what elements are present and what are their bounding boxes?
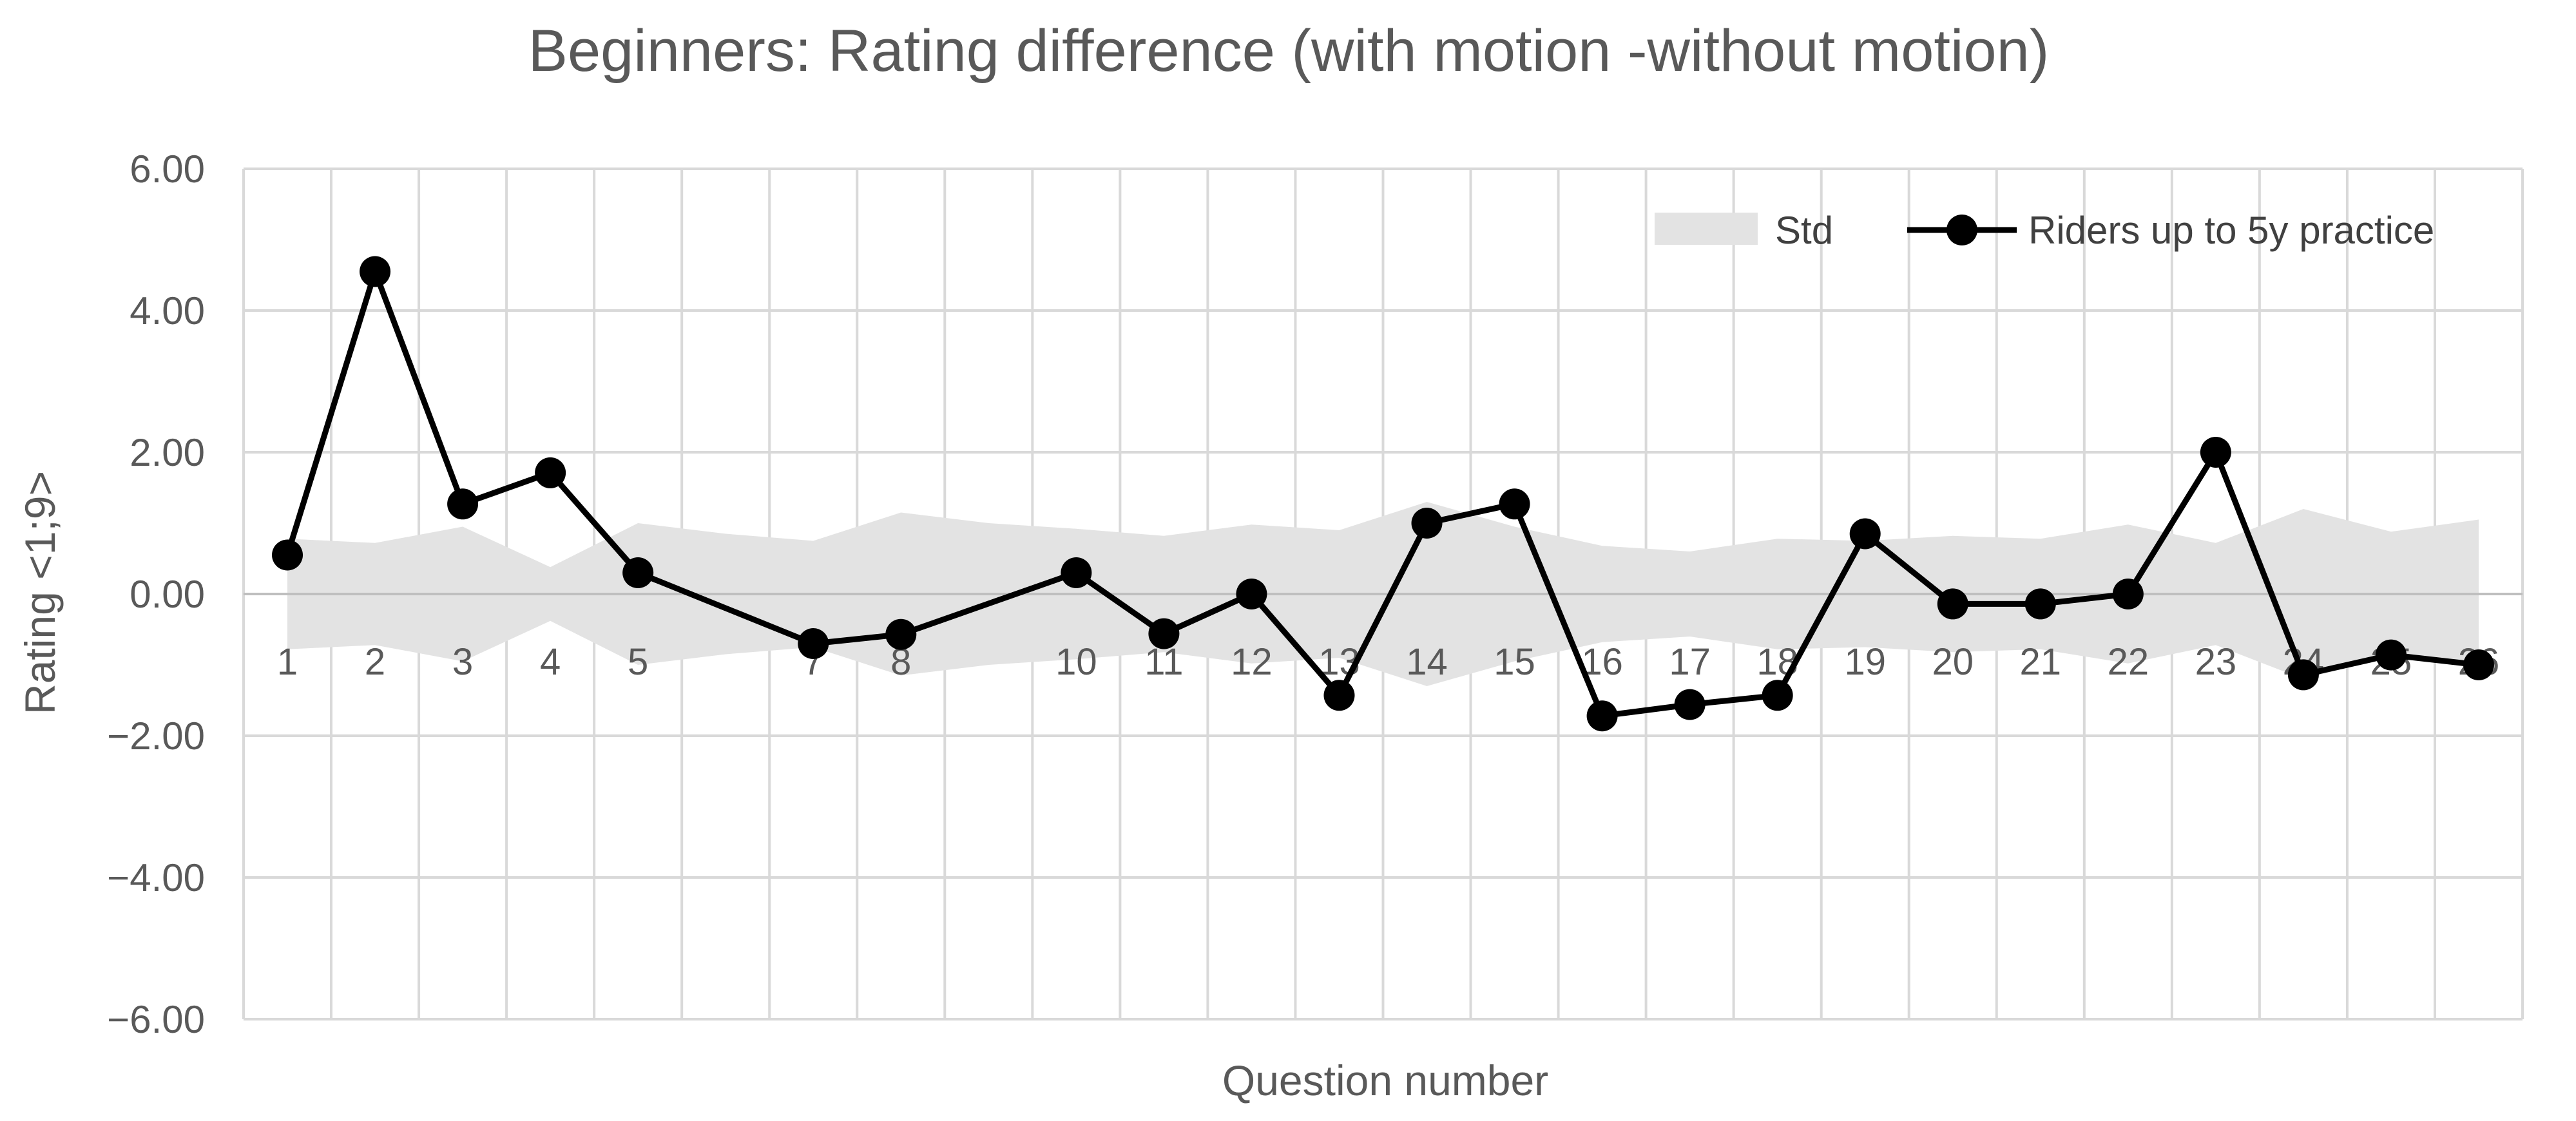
series-point — [447, 488, 479, 520]
series-point — [1849, 518, 1881, 550]
series-point — [2463, 649, 2494, 680]
y-tick-label: 6.00 — [130, 148, 205, 191]
y-tick-label: −4.00 — [107, 856, 205, 899]
series-point — [1674, 689, 1706, 720]
chart-title: Beginners: Rating difference (with motio… — [528, 18, 2050, 84]
y-tick-label: 4.00 — [130, 289, 205, 332]
y-tick-label: −6.00 — [107, 998, 205, 1041]
x-tick-label: 17 — [1669, 641, 1711, 683]
series-point — [1586, 700, 1618, 732]
y-tick-label: −2.00 — [107, 714, 205, 758]
x-tick-label: 21 — [2020, 641, 2062, 683]
series-point — [622, 557, 654, 588]
series-point — [2287, 659, 2319, 691]
series-point — [2200, 437, 2231, 468]
x-tick-label: 2 — [365, 641, 385, 683]
legend: Std Riders up to 5y practice — [1655, 209, 2434, 252]
series-point — [1236, 579, 1267, 609]
x-tick-label: 20 — [1932, 641, 1974, 683]
y-axis-title: Rating <1;9> — [16, 471, 64, 714]
series-point — [535, 457, 566, 488]
x-tick-labels: 1234578101112131415161718192021222324252… — [277, 641, 2499, 683]
series-point — [798, 628, 829, 659]
riders-line-layer — [272, 256, 2494, 732]
y-tick-labels: −6.00 −4.00 −2.00 0.00 2.00 4.00 6.00 — [107, 148, 205, 1041]
x-tick-label: 18 — [1756, 641, 1798, 683]
x-tick-label: 5 — [628, 641, 648, 683]
x-tick-label: 3 — [452, 641, 473, 683]
x-tick-label: 14 — [1406, 641, 1448, 683]
x-tick-label: 1 — [277, 641, 298, 683]
x-tick-label: 12 — [1231, 641, 1273, 683]
series-line — [284, 269, 2479, 719]
series-point — [272, 539, 303, 571]
series-point — [885, 618, 917, 650]
x-tick-label: 15 — [1494, 641, 1535, 683]
series-point — [1762, 680, 1793, 711]
series-point — [2112, 579, 2144, 609]
x-tick-label: 23 — [2195, 641, 2237, 683]
y-tick-label: 2.00 — [130, 431, 205, 474]
legend-line-marker — [1946, 215, 1977, 245]
x-axis-title: Question number — [1222, 1057, 1548, 1104]
x-tick-label: 4 — [540, 641, 561, 683]
series-point — [2024, 588, 2056, 620]
series-point — [2375, 639, 2407, 671]
series-point — [1937, 588, 1968, 620]
series-point — [1148, 618, 1180, 649]
legend-std-swatch — [1655, 213, 1758, 245]
series-point — [1411, 508, 1443, 539]
series-point — [1323, 680, 1355, 711]
legend-std-label: Std — [1775, 209, 1833, 252]
legend-riders-label: Riders up to 5y practice — [2028, 209, 2434, 252]
x-tick-label: 10 — [1055, 641, 1097, 683]
x-tick-label: 19 — [1844, 641, 1886, 683]
series-point — [360, 256, 391, 287]
y-tick-label: 0.00 — [130, 573, 205, 616]
series-point — [1061, 557, 1092, 588]
series-point — [1499, 488, 1530, 520]
x-tick-label: 22 — [2108, 641, 2149, 683]
